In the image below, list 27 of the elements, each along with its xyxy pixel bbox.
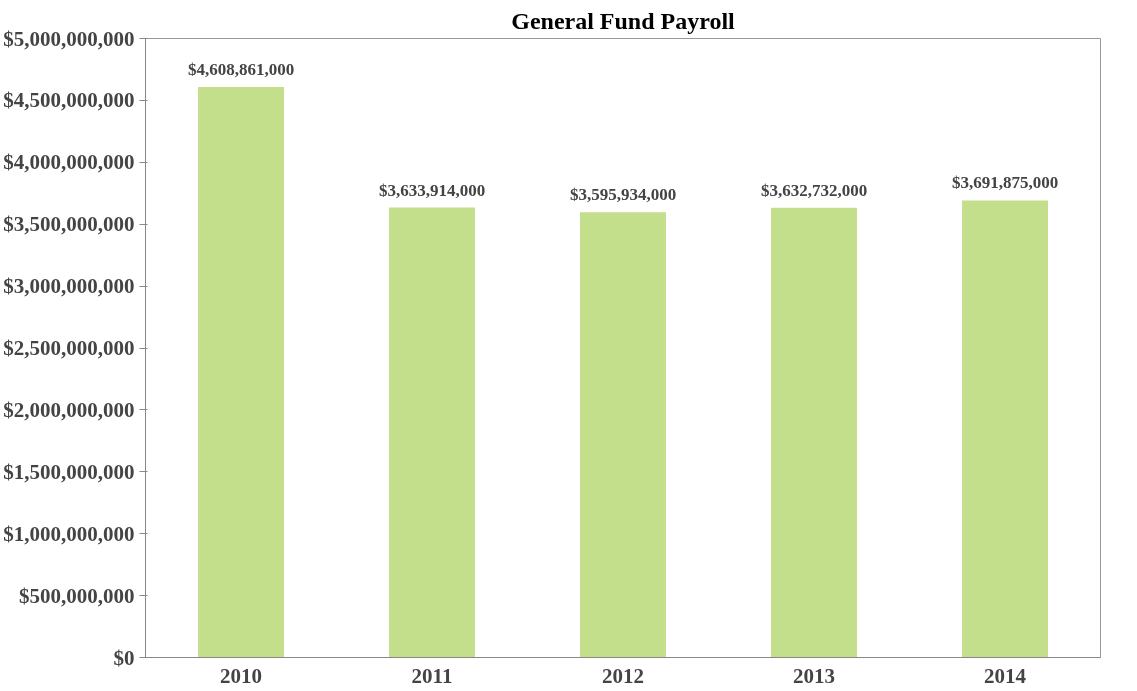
y-tick-label: $1,500,000,000	[3, 459, 135, 484]
chart-title: General Fund Payroll	[511, 7, 736, 34]
y-tick-label: $2,000,000,000	[3, 397, 135, 422]
data-label: $3,595,934,000	[569, 185, 677, 205]
y-tick-label: $3,500,000,000	[3, 212, 135, 237]
bar	[580, 212, 666, 658]
y-tick-label: $0	[113, 645, 135, 670]
data-label: $3,632,732,000	[760, 180, 868, 200]
y-tick-label: $3,000,000,000	[3, 274, 135, 299]
y-tick-label: $4,000,000,000	[3, 150, 135, 175]
x-tick-label: 2014	[984, 663, 1027, 688]
y-tick-label: $500,000,000	[19, 583, 135, 608]
y-tick-label: $4,500,000,000	[3, 88, 135, 113]
data-label: $3,633,914,000	[378, 180, 486, 200]
y-tick-label: $2,500,000,000	[3, 336, 135, 360]
x-tick-label: 2010	[220, 663, 262, 688]
x-tick-label: 2013	[793, 663, 835, 688]
x-tick-label: 2012	[602, 663, 644, 688]
bar	[198, 86, 284, 658]
bar	[771, 207, 857, 658]
y-tick-label: $1,000,000,000	[3, 521, 135, 546]
data-label: $4,608,861,000	[187, 59, 295, 79]
x-tick-label: 2011	[411, 663, 453, 688]
y-tick-label: $5,000,000,000	[3, 26, 135, 51]
data-label: $3,691,875,000	[951, 173, 1059, 193]
bar	[389, 207, 475, 658]
bar	[962, 200, 1048, 658]
